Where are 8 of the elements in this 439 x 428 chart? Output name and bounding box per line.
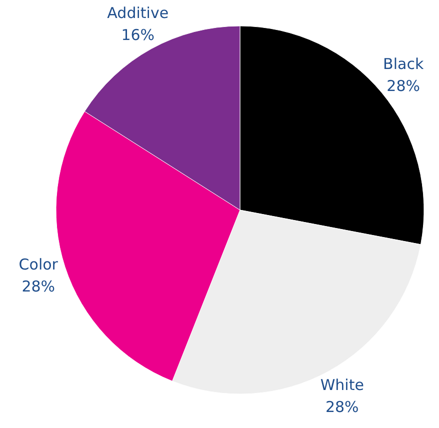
slice-label: Color [18, 256, 59, 274]
data-label: 28% [386, 76, 420, 95]
data-label: 28% [325, 398, 359, 416]
slice-label: Additive [107, 4, 169, 22]
data-label: 28% [22, 278, 56, 296]
slice-label: White [320, 376, 364, 394]
slice-label: Black [383, 54, 424, 73]
data-label: 16% [121, 26, 155, 44]
